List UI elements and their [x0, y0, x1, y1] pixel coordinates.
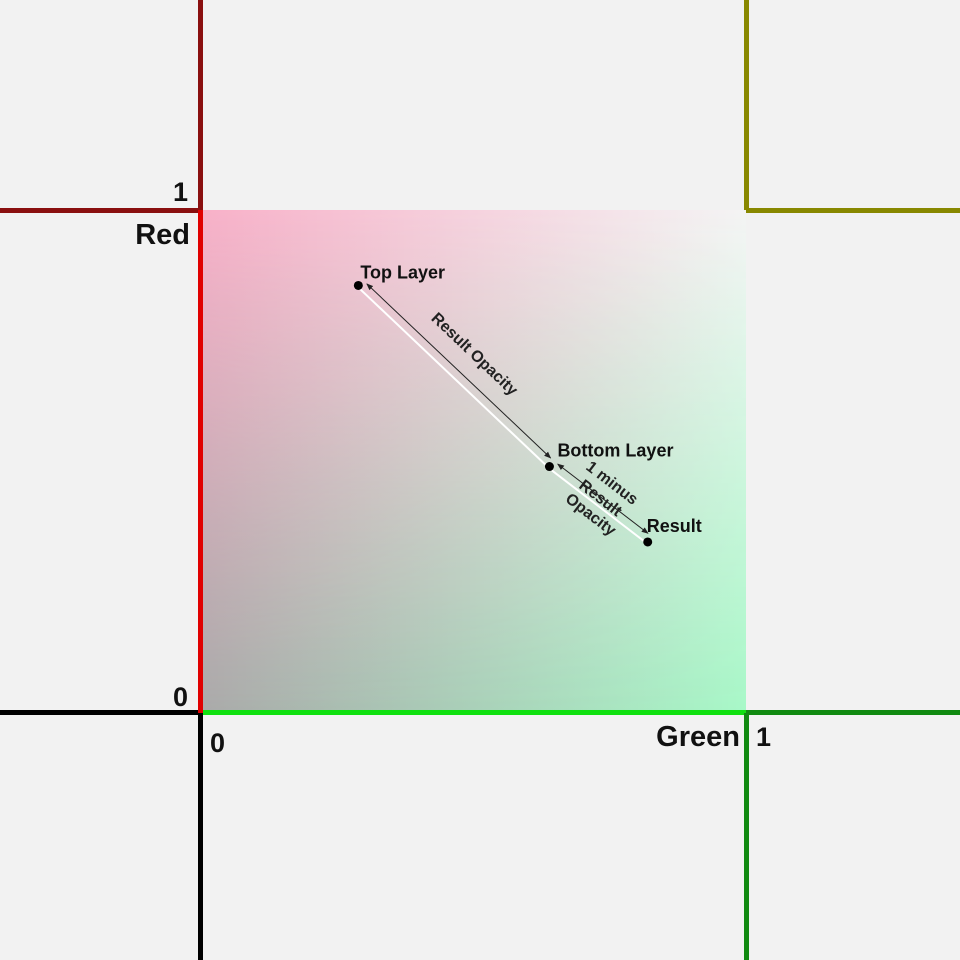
- bottom-layer-point-group: Bottom Layer: [544, 441, 673, 472]
- result-point-group: Result: [643, 516, 702, 547]
- result-point: [643, 537, 653, 547]
- bottom-layer-label: Bottom Layer: [557, 441, 673, 461]
- red-min-label: 0: [173, 682, 188, 712]
- top-layer-point: [353, 280, 363, 290]
- result-opacity-arrow: [366, 283, 552, 459]
- color-gradient-square: [200, 210, 746, 713]
- top-layer-label: Top Layer: [360, 262, 445, 282]
- result-label: Result: [647, 516, 702, 536]
- top-layer-point-group: Top Layer: [353, 262, 445, 290]
- one-minus-arrow: [557, 463, 649, 534]
- green-axis-name: Green: [656, 721, 740, 753]
- red-axis-name: Red: [135, 219, 190, 251]
- green-min-label: 0: [210, 728, 225, 758]
- bottom-layer-point: [544, 462, 554, 472]
- green-max-label: 1: [756, 722, 771, 752]
- red-max-label: 1: [173, 177, 188, 207]
